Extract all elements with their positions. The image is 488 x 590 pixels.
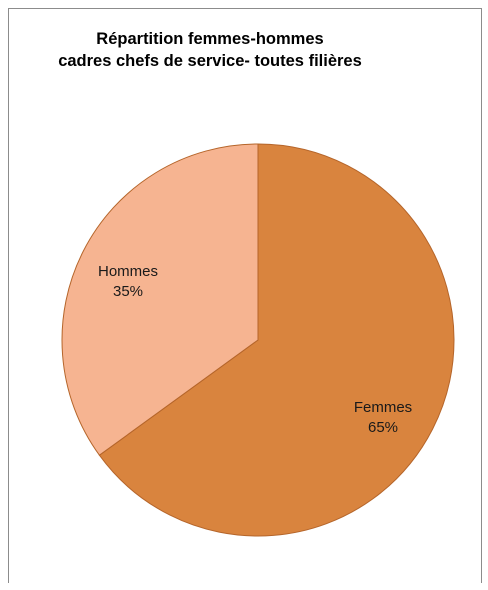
- slice-label-hommes-name: Hommes: [97, 263, 158, 280]
- chart-title-line-1: Répartition femmes-hommes: [96, 30, 324, 48]
- pie-slices: [61, 143, 455, 537]
- chart-title-line-2: cadres chefs de service- toutes filières: [58, 52, 362, 70]
- pie-slice-femmes: [98, 143, 455, 537]
- chart-title: Répartition femmes-hommes cadres chefs d…: [0, 28, 420, 72]
- slice-label-femmes-name: Femmes: [353, 399, 413, 416]
- slice-label-femmes-value: 65%: [367, 419, 399, 436]
- slice-label-hommes-value: 35%: [112, 283, 144, 300]
- slice-label-femmes: Femmes 65%: [343, 398, 423, 438]
- pie-slice-hommes: [61, 143, 259, 456]
- slice-label-hommes: Hommes 35%: [88, 262, 168, 302]
